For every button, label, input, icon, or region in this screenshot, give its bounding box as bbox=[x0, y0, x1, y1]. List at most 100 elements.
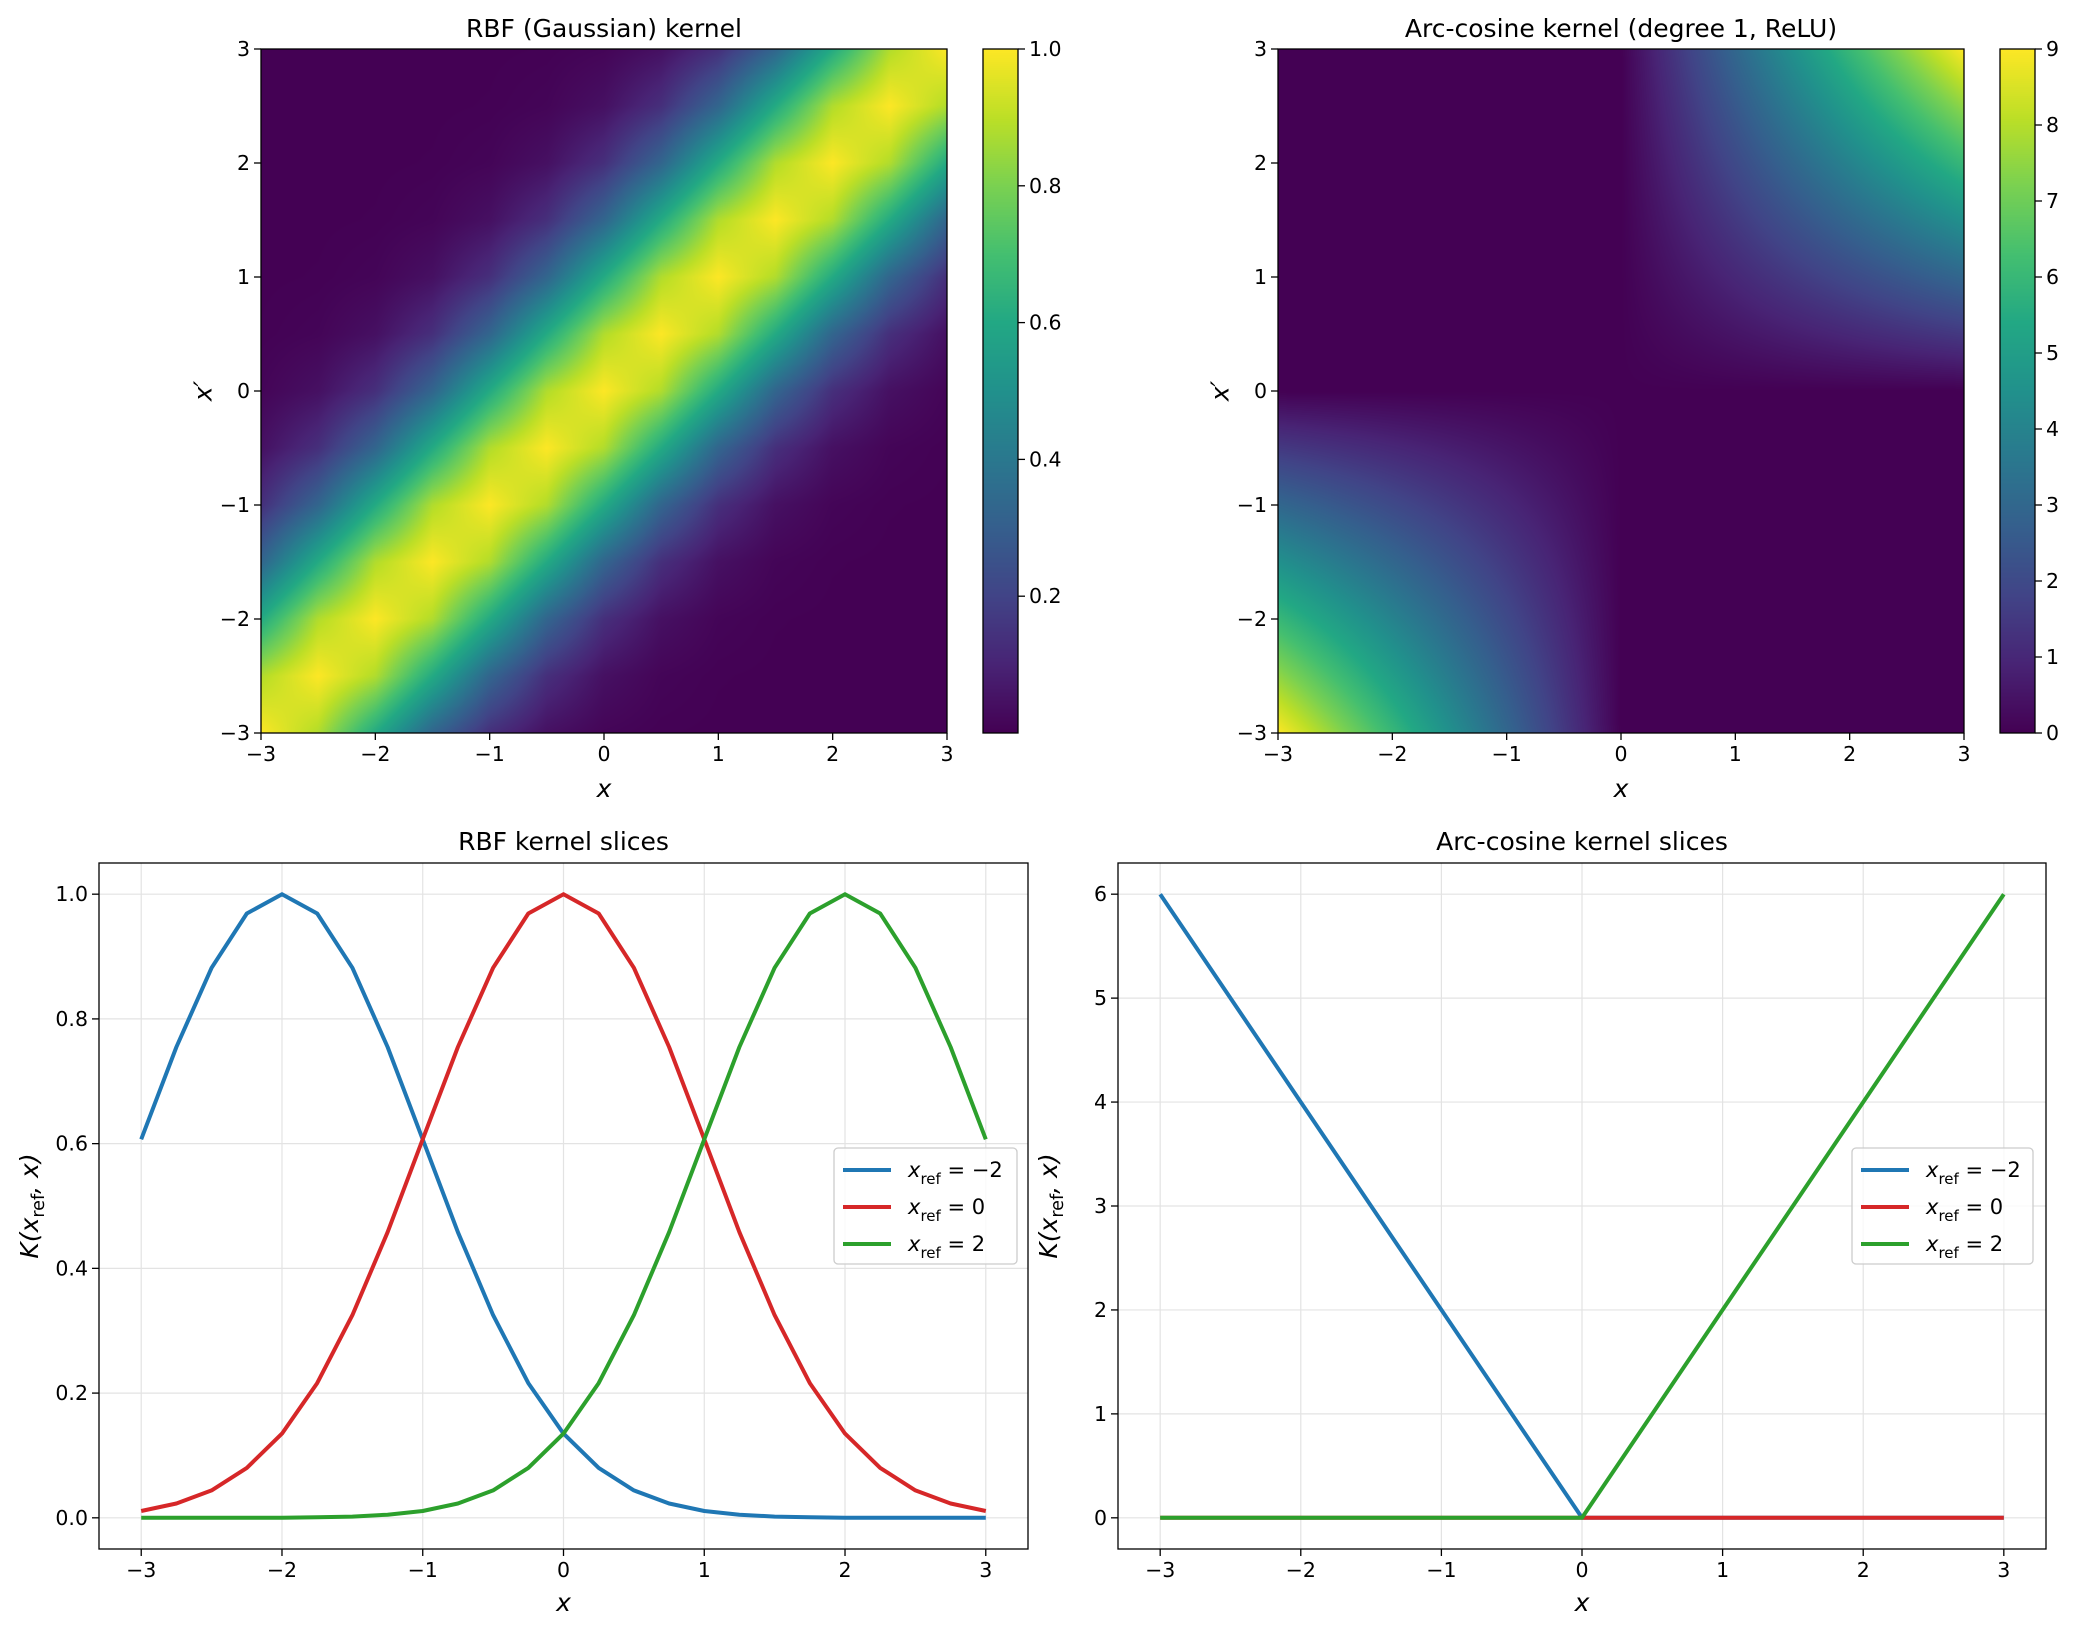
x-tick-label: 0 bbox=[597, 742, 610, 766]
x-tick-label: 2 bbox=[1843, 742, 1856, 766]
x-tick-label: 1 bbox=[698, 1558, 711, 1582]
y-axis-label-post: , x) bbox=[15, 1153, 44, 1193]
y-tick-label: 1 bbox=[237, 265, 250, 289]
colorbar-tick-label: 5 bbox=[2046, 341, 2059, 365]
legend-box bbox=[1851, 1147, 2034, 1265]
colorbar-frame bbox=[1999, 48, 2036, 734]
colorbar-tick-label: 0.8 bbox=[1029, 174, 1062, 198]
y-tick-label: −3 bbox=[1237, 721, 1267, 745]
chart-title: Arc-cosine kernel (degree 1, ReLU) bbox=[1405, 14, 1837, 43]
y-tick-label: 0 bbox=[237, 379, 250, 403]
legend-label: xref = −2 bbox=[1925, 1158, 2021, 1188]
colorbar-tick-label: 7 bbox=[2046, 189, 2059, 213]
x-tick-label: −1 bbox=[1492, 742, 1522, 766]
y-axis-label-post: , x) bbox=[1034, 1153, 1063, 1193]
y-tick-label: 0.4 bbox=[55, 1256, 88, 1280]
legend-label: xref = 0 bbox=[1925, 1195, 2003, 1225]
colorbar-tick-label: 4 bbox=[2046, 417, 2059, 441]
y-tick-label: −1 bbox=[1237, 493, 1267, 517]
y-axis-label-pre: K( bbox=[15, 1231, 44, 1258]
legend-label-subscript: ref bbox=[920, 1244, 941, 1262]
x-tick-label: 1 bbox=[712, 742, 725, 766]
y-axis-label-sym: x bbox=[1034, 1217, 1063, 1233]
legend-label-value: = −2 bbox=[1959, 1158, 2021, 1182]
x-axis-label: x bbox=[555, 1588, 571, 1617]
x-tick-label: 3 bbox=[979, 1558, 992, 1582]
series-line-2 bbox=[1160, 893, 2006, 1520]
y-tick-label: 1 bbox=[1094, 1402, 1107, 1426]
series-line-1 bbox=[140, 892, 987, 1513]
x-tick-label: 0 bbox=[1614, 742, 1627, 766]
x-axis-label: x bbox=[1574, 1588, 1590, 1617]
chart-title: Arc-cosine kernel slices bbox=[1436, 827, 1728, 856]
legend-label-symbol: x bbox=[907, 1158, 921, 1182]
colorbar-tick-label: 3 bbox=[2046, 493, 2059, 517]
x-tick-label: 2 bbox=[838, 1558, 851, 1582]
y-axis-label-sub: ref bbox=[1048, 1193, 1068, 1218]
colorbar-tick-label: 2 bbox=[2046, 569, 2059, 593]
colorbar-tick-label: 6 bbox=[2046, 265, 2059, 289]
x-tick-label: −3 bbox=[246, 742, 276, 766]
legend-label: xref = 2 bbox=[1925, 1232, 2003, 1262]
x-tick-label: −3 bbox=[1145, 1558, 1175, 1582]
colorbar-tick-label: 0.6 bbox=[1029, 311, 1062, 335]
legend-label-subscript: ref bbox=[1938, 1170, 1959, 1188]
x-tick-label: −1 bbox=[475, 742, 505, 766]
y-tick-label: 1 bbox=[1254, 265, 1267, 289]
legend-label: xref = 2 bbox=[907, 1232, 985, 1262]
y-tick-label: 1.0 bbox=[55, 882, 88, 906]
arccos-heatmap-image bbox=[1278, 49, 1964, 733]
y-tick-label: 2 bbox=[1254, 151, 1267, 175]
legend-label: xref = 0 bbox=[907, 1195, 985, 1225]
y-tick-label: 0.2 bbox=[55, 1381, 88, 1405]
y-axis-label-sym: x bbox=[15, 1217, 44, 1233]
x-tick-label: 0 bbox=[557, 1558, 570, 1582]
y-axis-label: x′ bbox=[1206, 380, 1235, 402]
y-tick-label: 3 bbox=[1254, 37, 1267, 61]
y-axis-label-pre: K( bbox=[1034, 1231, 1063, 1258]
axes-frame bbox=[1277, 48, 1965, 734]
x-tick-label: 1 bbox=[1729, 742, 1742, 766]
y-tick-label: 2 bbox=[237, 151, 250, 175]
colorbar-tick-label: 8 bbox=[2046, 113, 2059, 137]
y-axis-label: x′ bbox=[189, 380, 218, 402]
y-axis-label: K(xref, x) bbox=[15, 1153, 50, 1258]
y-tick-label: 3 bbox=[1094, 1194, 1107, 1218]
y-tick-label: 2 bbox=[1094, 1298, 1107, 1322]
legend-label-value: = −2 bbox=[941, 1158, 1003, 1182]
colorbar-tick-label: 9 bbox=[2046, 37, 2059, 61]
x-tick-label: −1 bbox=[408, 1558, 438, 1582]
y-tick-label: 3 bbox=[237, 37, 250, 61]
x-tick-label: 3 bbox=[1957, 742, 1970, 766]
legend-label-subscript: ref bbox=[920, 1170, 941, 1188]
legend-label-value: = 2 bbox=[941, 1232, 985, 1256]
y-tick-label: 0.8 bbox=[55, 1007, 88, 1031]
y-tick-label: 0 bbox=[1094, 1506, 1107, 1530]
x-tick-label: −1 bbox=[1426, 1558, 1456, 1582]
y-tick-label: −1 bbox=[220, 493, 250, 517]
x-tick-label: 3 bbox=[1997, 1558, 2010, 1582]
chart-title: RBF (Gaussian) kernel bbox=[466, 14, 742, 43]
y-tick-label: −2 bbox=[220, 607, 250, 631]
arccos-colorbar bbox=[2000, 49, 2035, 733]
axes-frame bbox=[260, 48, 948, 734]
y-axis-label-sub: ref bbox=[29, 1193, 49, 1218]
legend-label-symbol: x bbox=[907, 1195, 921, 1219]
y-tick-label: 0.6 bbox=[55, 1132, 88, 1156]
colorbar-frame bbox=[982, 48, 1019, 734]
legend-label-symbol: x bbox=[1925, 1195, 1939, 1219]
legend-box bbox=[833, 1147, 1018, 1265]
colorbar-tick-label: 0 bbox=[2046, 721, 2059, 745]
x-tick-label: 2 bbox=[826, 742, 839, 766]
legend-label-value: = 0 bbox=[1959, 1195, 2003, 1219]
colorbar-tick-label: 0.4 bbox=[1029, 447, 1062, 471]
x-tick-label: 1 bbox=[1716, 1558, 1729, 1582]
y-axis-label: K(xref, x) bbox=[1034, 1153, 1069, 1258]
x-axis-label: x bbox=[1613, 774, 1629, 803]
legend-label-subscript: ref bbox=[1938, 1244, 1959, 1262]
legend-label-subscript: ref bbox=[920, 1207, 941, 1225]
